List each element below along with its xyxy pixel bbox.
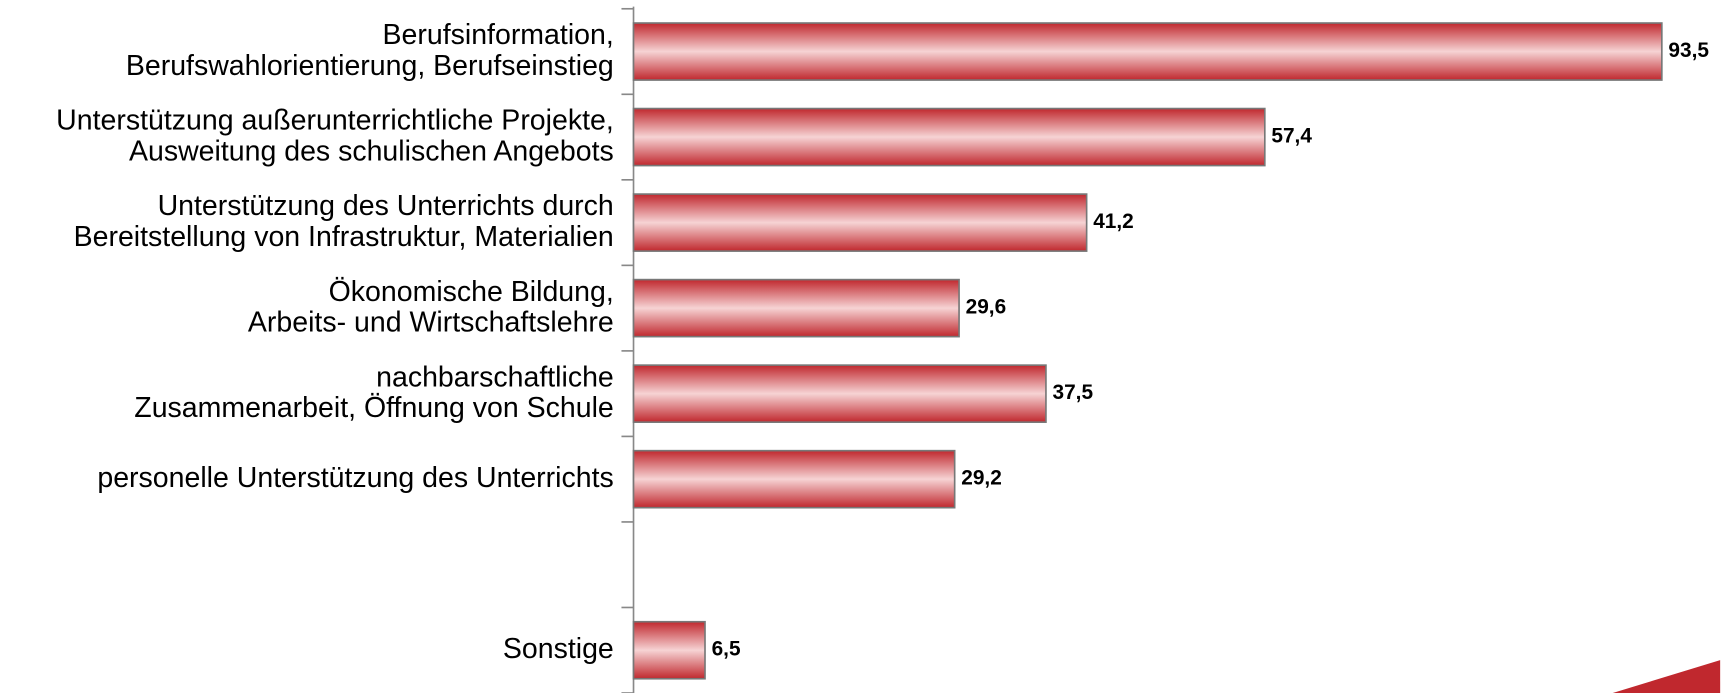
y-tick-label: Unterstützung des Unterrichts durch Bere…	[66, 190, 614, 253]
data-label: 37,5	[1053, 381, 1094, 404]
data-label: 57,4	[1271, 125, 1312, 148]
data-label: 29,6	[966, 296, 1007, 319]
bar	[632, 22, 1663, 81]
bar	[632, 364, 1047, 423]
y-tick-label: Unterstützung außerunterrichtliche Proje…	[56, 104, 614, 167]
y-tick-label: Ökonomische Bildung, Arbeits- und Wirtsc…	[242, 275, 614, 338]
bar	[632, 193, 1088, 252]
y-tick-label: nachbarschaftliche Zusammenarbeit, Öffnu…	[126, 361, 613, 424]
data-label: 29,2	[961, 467, 1002, 490]
y-tick-label: Berufsinformation, Berufswahlorientierun…	[118, 19, 614, 82]
data-label: 41,2	[1093, 210, 1134, 233]
y-tick-label: Sonstige	[503, 633, 614, 665]
decoration	[1612, 660, 1721, 693]
data-label: 93,5	[1668, 39, 1709, 62]
y-tick-label: personelle Unterstützung des Unterrichts	[97, 462, 613, 494]
bar	[632, 278, 960, 338]
data-label: 6,5	[712, 638, 741, 661]
bar	[632, 107, 1266, 167]
bar	[632, 620, 706, 680]
bar	[632, 449, 956, 509]
